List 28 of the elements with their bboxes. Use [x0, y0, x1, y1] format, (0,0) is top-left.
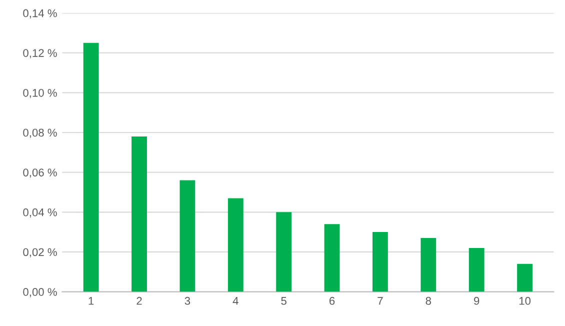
x-tick-label: 10 [519, 296, 531, 305]
x-tick-label: 6 [329, 296, 335, 305]
x-tick-label: 3 [184, 296, 190, 305]
x-tick-label: 2 [136, 296, 142, 305]
y-tick-label: 0,04 % [23, 208, 57, 218]
bar [468, 248, 484, 292]
x-tick-label: 7 [378, 297, 383, 305]
bar [83, 42, 99, 292]
x-tick-label: 8 [426, 296, 432, 305]
bar [276, 212, 292, 292]
x-tick-label: 1 [88, 297, 94, 305]
y-tick-label: 0,02 % [23, 248, 57, 258]
x-tick-label: 9 [474, 296, 480, 305]
bar [132, 136, 147, 292]
y-tick-label: 0,08 % [23, 128, 57, 138]
bar [517, 264, 532, 292]
bar [228, 198, 244, 292]
bar [180, 180, 196, 292]
y-tick-label: 0,06 % [23, 168, 57, 178]
x-tick-label: 4 [232, 297, 238, 305]
y-tick-label: 0,00 % [23, 288, 57, 298]
x-tick-label: 5 [281, 297, 286, 305]
y-tick-label: 0,14 % [23, 9, 57, 18]
bar [420, 238, 436, 292]
y-tick-label: 0,12 % [23, 49, 57, 58]
y-tick-label: 0,10 % [23, 88, 57, 98]
bar [372, 232, 388, 292]
bar [324, 224, 340, 292]
